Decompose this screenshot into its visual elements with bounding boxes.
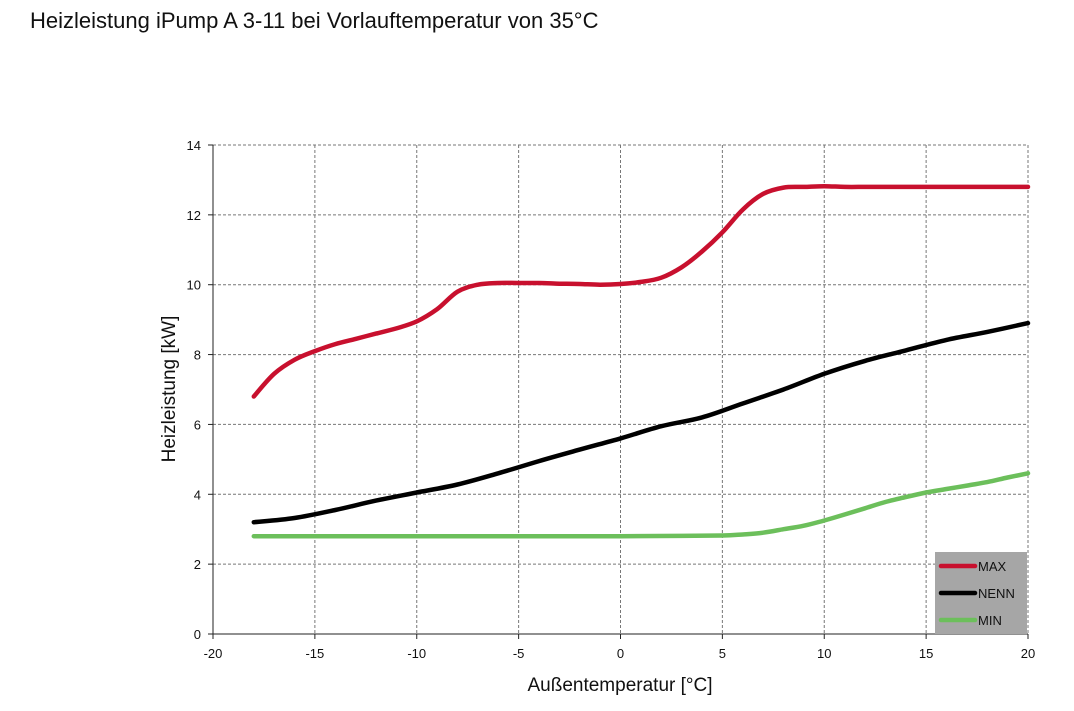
- y-tick-label: 4: [194, 487, 201, 502]
- legend-label-nenn: NENN: [978, 586, 1015, 601]
- series-line-min: [251, 471, 1031, 539]
- y-tick-label: 0: [194, 627, 201, 642]
- x-tick-label: 15: [919, 646, 933, 661]
- y-tick-label: 6: [194, 417, 201, 432]
- grid: [213, 144, 1029, 634]
- x-tick-label: 5: [719, 646, 726, 661]
- x-tick-label: -15: [305, 646, 324, 661]
- x-tick-label: 10: [817, 646, 831, 661]
- chart-title: Heizleistung iPump A 3-11 bei Vorlauftem…: [30, 8, 599, 33]
- y-tick-label: 12: [187, 208, 201, 223]
- y-tick-label: 10: [187, 278, 201, 293]
- legend-label-min: MIN: [978, 613, 1002, 628]
- axes: [208, 144, 1029, 639]
- series-line-nenn: [251, 320, 1031, 525]
- y-tick-label: 2: [194, 557, 201, 572]
- x-tick-label: -20: [204, 646, 223, 661]
- series-line-max: [251, 183, 1031, 399]
- y-axis-label: Heizleistung [kW]: [159, 316, 180, 463]
- x-axis-label: Außentemperatur [°C]: [527, 675, 712, 696]
- x-tick-label: -5: [513, 646, 525, 661]
- legend: MAX NENN MIN: [935, 552, 1027, 634]
- x-tick-label: -10: [407, 646, 426, 661]
- x-tick-label: 20: [1021, 646, 1035, 661]
- legend-label-max: MAX: [978, 559, 1007, 574]
- y-tick-label: 8: [194, 348, 201, 363]
- series-layer: [251, 183, 1031, 539]
- y-tick-label: 14: [187, 138, 201, 153]
- tick-labels: -20 -15 -10 -5 0 5 10 15 20 0 2 4 6 8 10 12 14: [187, 138, 1036, 661]
- x-tick-label: 0: [617, 646, 624, 661]
